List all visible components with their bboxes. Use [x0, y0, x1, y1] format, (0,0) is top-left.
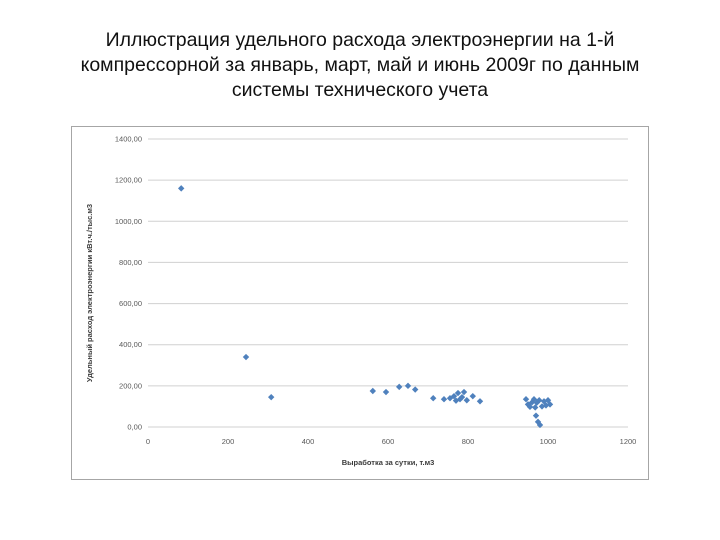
- x-axis-title: Выработка за сутки, т.м3: [342, 458, 435, 467]
- data-point: [526, 403, 534, 411]
- y-tick-label: 1200,00: [115, 176, 142, 185]
- data-point: [458, 393, 466, 401]
- y-tick-labels: 0,00 200,00 400,00 600,00 800,00 1000,00 1200,…: [115, 135, 142, 432]
- data-point: [469, 392, 476, 400]
- data-point: [463, 397, 470, 404]
- gridlines: [148, 138, 628, 428]
- y-tick-label: 0,00: [127, 423, 142, 432]
- data-point: [412, 386, 419, 393]
- data-point: [546, 401, 554, 408]
- data-point: [536, 421, 544, 429]
- data-point: [268, 393, 275, 401]
- x-tick-label: 0: [146, 437, 150, 446]
- y-tick-label: 1400,00: [115, 135, 142, 144]
- slide-title: Иллюстрация удельного расхода электроэне…: [40, 28, 680, 103]
- data-point: [450, 392, 458, 400]
- y-tick-label: 200,00: [119, 381, 142, 390]
- data-point: [404, 382, 412, 390]
- data-point: [396, 383, 403, 391]
- y-tick-label: 800,00: [119, 258, 142, 267]
- data-point: [242, 353, 250, 361]
- data-point: [460, 388, 468, 396]
- y-tick-label: 400,00: [119, 340, 142, 349]
- x-tick-label: 200: [222, 437, 235, 446]
- x-tick-label: 1200: [620, 437, 637, 446]
- x-tick-labels: 0 200 400 600 800 1000 1200: [146, 437, 636, 446]
- scatter-chart: 0,00 200,00 400,00 600,00 800,00 1000,00 1200,…: [85, 135, 636, 468]
- y-tick-label: 600,00: [119, 299, 142, 308]
- data-point: [532, 412, 540, 419]
- data-point: [369, 387, 376, 395]
- x-tick-label: 600: [382, 437, 395, 446]
- y-axis-title: Удельный расход электроэнергии кВт.ч./ты…: [85, 204, 94, 382]
- data-point: [476, 398, 484, 405]
- data-point: [430, 395, 437, 402]
- slide-title-line-2: компрессорной за январь, март, май и июн…: [80, 54, 640, 76]
- x-tick-label: 800: [462, 437, 475, 446]
- data-points: [178, 185, 554, 429]
- chart-frame: 0,00 200,00 400,00 600,00 800,00 1000,00 1200,…: [71, 126, 649, 480]
- x-tick-label: 1000: [540, 437, 557, 446]
- data-point: [178, 185, 185, 192]
- slide-title-line-3: системы технического учета: [231, 79, 489, 101]
- data-point: [454, 389, 462, 397]
- data-point: [382, 388, 390, 396]
- x-tick-label: 400: [302, 437, 315, 446]
- slide-title-line-1: Иллюстрация удельного расхода электроэне…: [105, 29, 615, 51]
- data-point: [440, 396, 448, 403]
- y-tick-label: 1000,00: [115, 217, 142, 226]
- data-point: [522, 396, 530, 403]
